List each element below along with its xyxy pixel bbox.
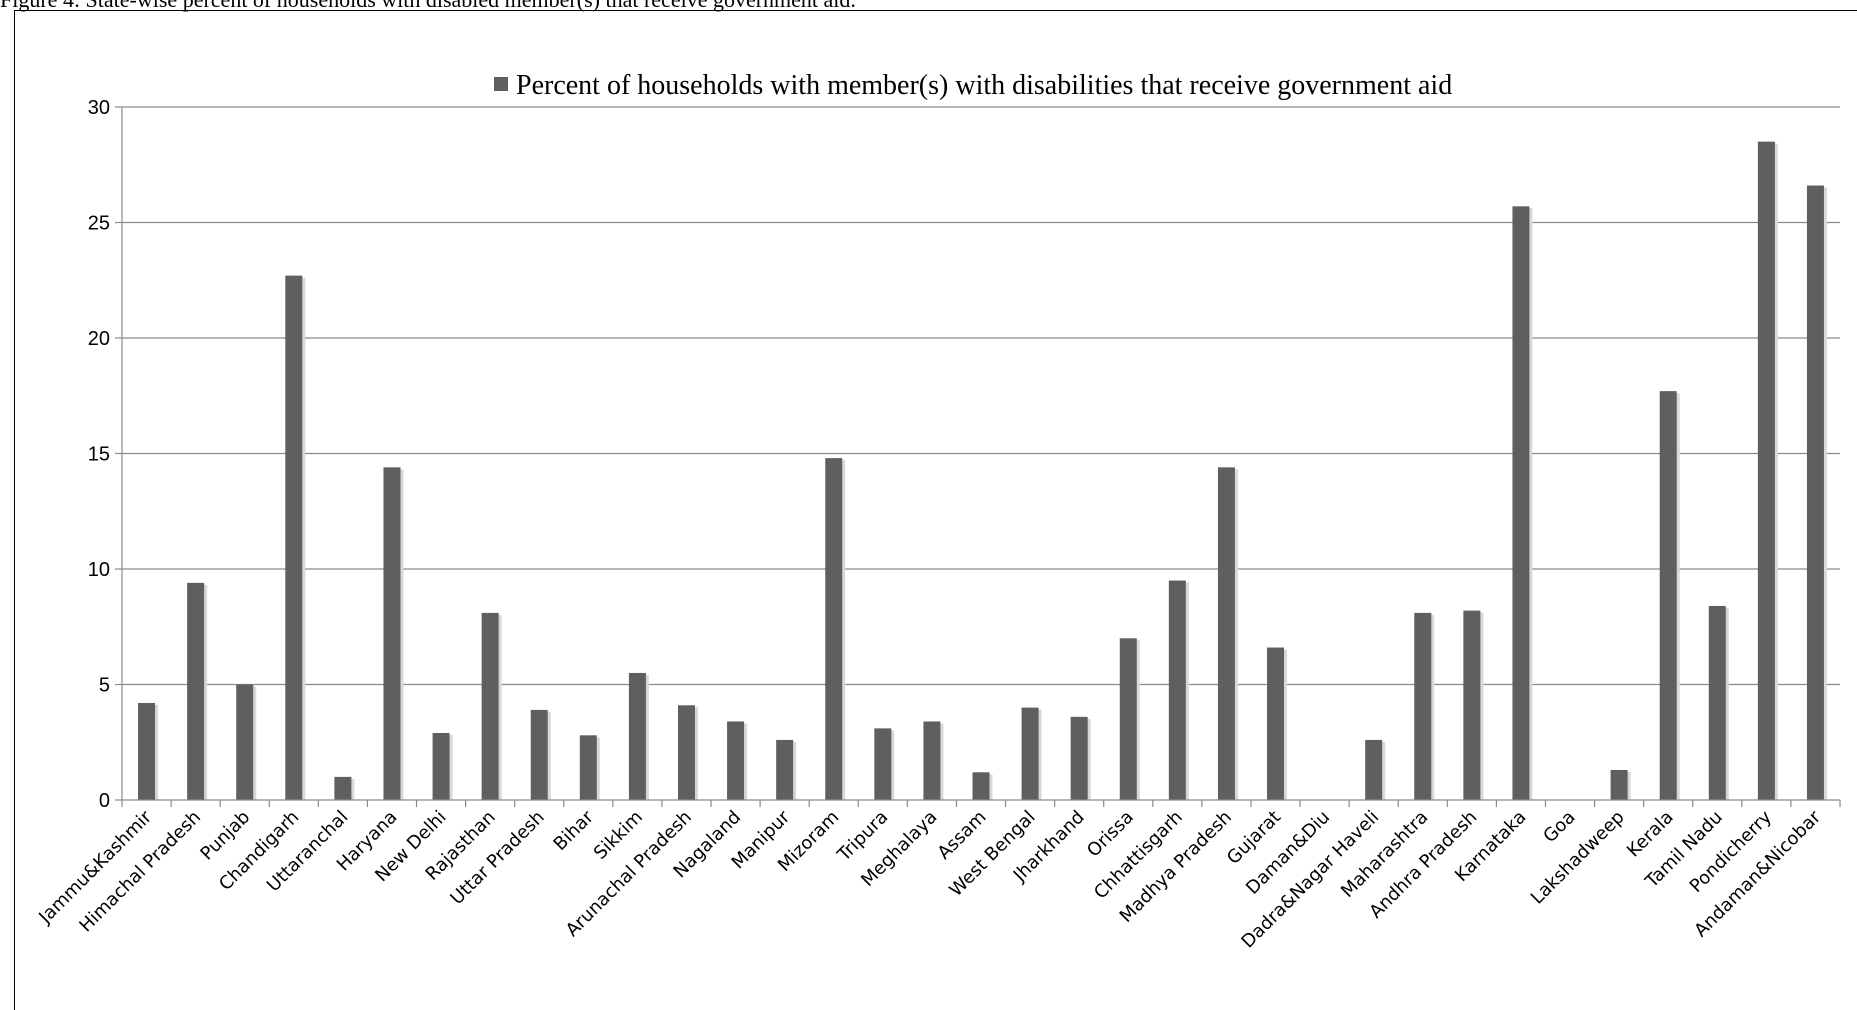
y-tick-label: 0 (99, 790, 110, 812)
bar (432, 733, 450, 800)
y-tick-label: 30 (88, 97, 110, 119)
bar (383, 467, 401, 800)
bar (677, 705, 695, 800)
gridlines (122, 106, 1840, 686)
bar (285, 275, 303, 800)
bar (579, 735, 597, 800)
bar (1267, 647, 1285, 800)
bar (1414, 612, 1432, 800)
bar (530, 709, 548, 800)
bar (1365, 739, 1383, 800)
bar (1708, 605, 1726, 800)
bar (481, 612, 499, 800)
bar (1610, 769, 1628, 800)
y-tick-label: 15 (88, 444, 110, 466)
bar (138, 702, 156, 800)
bar (1659, 391, 1677, 800)
bar (1021, 707, 1039, 800)
y-tick-label: 5 (99, 675, 110, 697)
bar (1119, 638, 1137, 800)
y-tick-label: 10 (88, 559, 110, 581)
chart-frame (14, 10, 1857, 1010)
bar (334, 776, 352, 800)
figure-caption: Figure 4: State-wise percent of househol… (0, 0, 1857, 12)
bar (972, 772, 990, 800)
x-tick-label: Goa (1539, 807, 1579, 847)
bar (776, 739, 794, 800)
bar (1806, 185, 1824, 801)
bar (1168, 580, 1186, 800)
legend-label: Percent of households with member(s) wit… (516, 70, 1452, 101)
legend-swatch (494, 77, 508, 91)
y-tick-label: 25 (88, 213, 110, 235)
bar (236, 684, 254, 800)
bar (727, 721, 745, 800)
bar (1463, 610, 1481, 800)
bar (1512, 206, 1530, 800)
bars (138, 141, 1827, 801)
bar (825, 458, 843, 800)
legend: Percent of households with member(s) wit… (494, 70, 1452, 101)
bar (1757, 141, 1775, 800)
y-tick-label: 20 (88, 328, 110, 350)
bar (874, 728, 892, 800)
bar (1217, 467, 1235, 800)
bar (1070, 716, 1088, 800)
bar (187, 582, 205, 800)
bar (923, 721, 941, 800)
bar (628, 672, 646, 800)
